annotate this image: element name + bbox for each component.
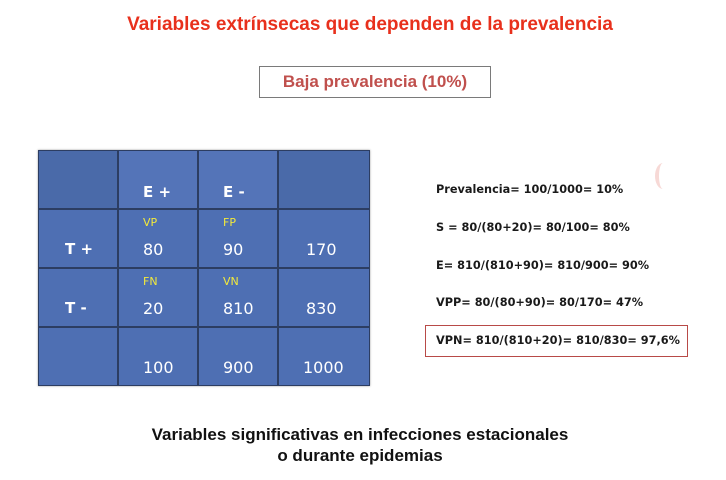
- cell-tag: VP: [143, 216, 158, 229]
- col-header-e-plus: E +: [143, 183, 172, 201]
- vpn-highlight-box: [425, 325, 688, 357]
- cell-tag: FN: [143, 275, 158, 288]
- footer-note: Variables significativas en infecciones …: [0, 424, 720, 466]
- table-row-label-cell: T +: [38, 209, 118, 268]
- table-cell-vn: VN 810: [198, 268, 278, 327]
- table-cell-row-total: 170: [278, 209, 370, 268]
- cell-value: 900: [223, 358, 254, 377]
- cell-value: 100: [143, 358, 174, 377]
- formula-vpn: VPN= 810/(810+20)= 810/830= 97,6%: [436, 334, 680, 347]
- contingency-table: E + E - T + VP 80 FP 90 170 T - FN 20: [38, 150, 370, 386]
- table-cell-row-total: 830: [278, 268, 370, 327]
- table-header-cell: E -: [198, 150, 278, 209]
- cell-value: 830: [306, 299, 337, 318]
- slide-title: Variables extrínsecas que dependen de la…: [127, 14, 613, 35]
- cell-value: 80: [143, 240, 164, 259]
- table-row-label-cell: [38, 327, 118, 386]
- footer-line-1: Variables significativas en infecciones …: [151, 425, 569, 444]
- cell-value: 810: [223, 299, 254, 318]
- formula-sensitivity: S = 80/(80+20)= 80/100= 80%: [436, 221, 630, 234]
- footer-line-2: o durante epidemias: [277, 446, 443, 465]
- decorative-mark: [655, 163, 671, 189]
- table-header-cell: E +: [118, 150, 198, 209]
- cell-value: 90: [223, 240, 244, 259]
- formula-prevalence: Prevalencia= 100/1000= 10%: [436, 183, 624, 196]
- table-cell-fp: FP 90: [198, 209, 278, 268]
- table-row-label-cell: T -: [38, 268, 118, 327]
- formula-specificity: E= 810/(810+90)= 810/900= 90%: [436, 259, 650, 272]
- cell-tag: VN: [223, 275, 239, 288]
- cell-tag: FP: [223, 216, 236, 229]
- table-cell-col-total: 100: [118, 327, 198, 386]
- row-label-t-plus: T +: [65, 240, 94, 258]
- subtitle-box: Baja prevalencia (10%): [259, 66, 491, 98]
- col-header-e-minus: E -: [223, 183, 245, 201]
- row-label-t-minus: T -: [65, 299, 87, 317]
- cell-value: 20: [143, 299, 164, 318]
- table-cell-fn: FN 20: [118, 268, 198, 327]
- table-header-cell: [278, 150, 370, 209]
- cell-value: 1000: [303, 358, 344, 377]
- table-cell-grand-total: 1000: [278, 327, 370, 386]
- table-cell-vp: VP 80: [118, 209, 198, 268]
- formula-vpp: VPP= 80/(80+90)= 80/170= 47%: [436, 296, 644, 309]
- cell-value: 170: [306, 240, 337, 259]
- table-cell-col-total: 900: [198, 327, 278, 386]
- table-corner-cell: [38, 150, 118, 209]
